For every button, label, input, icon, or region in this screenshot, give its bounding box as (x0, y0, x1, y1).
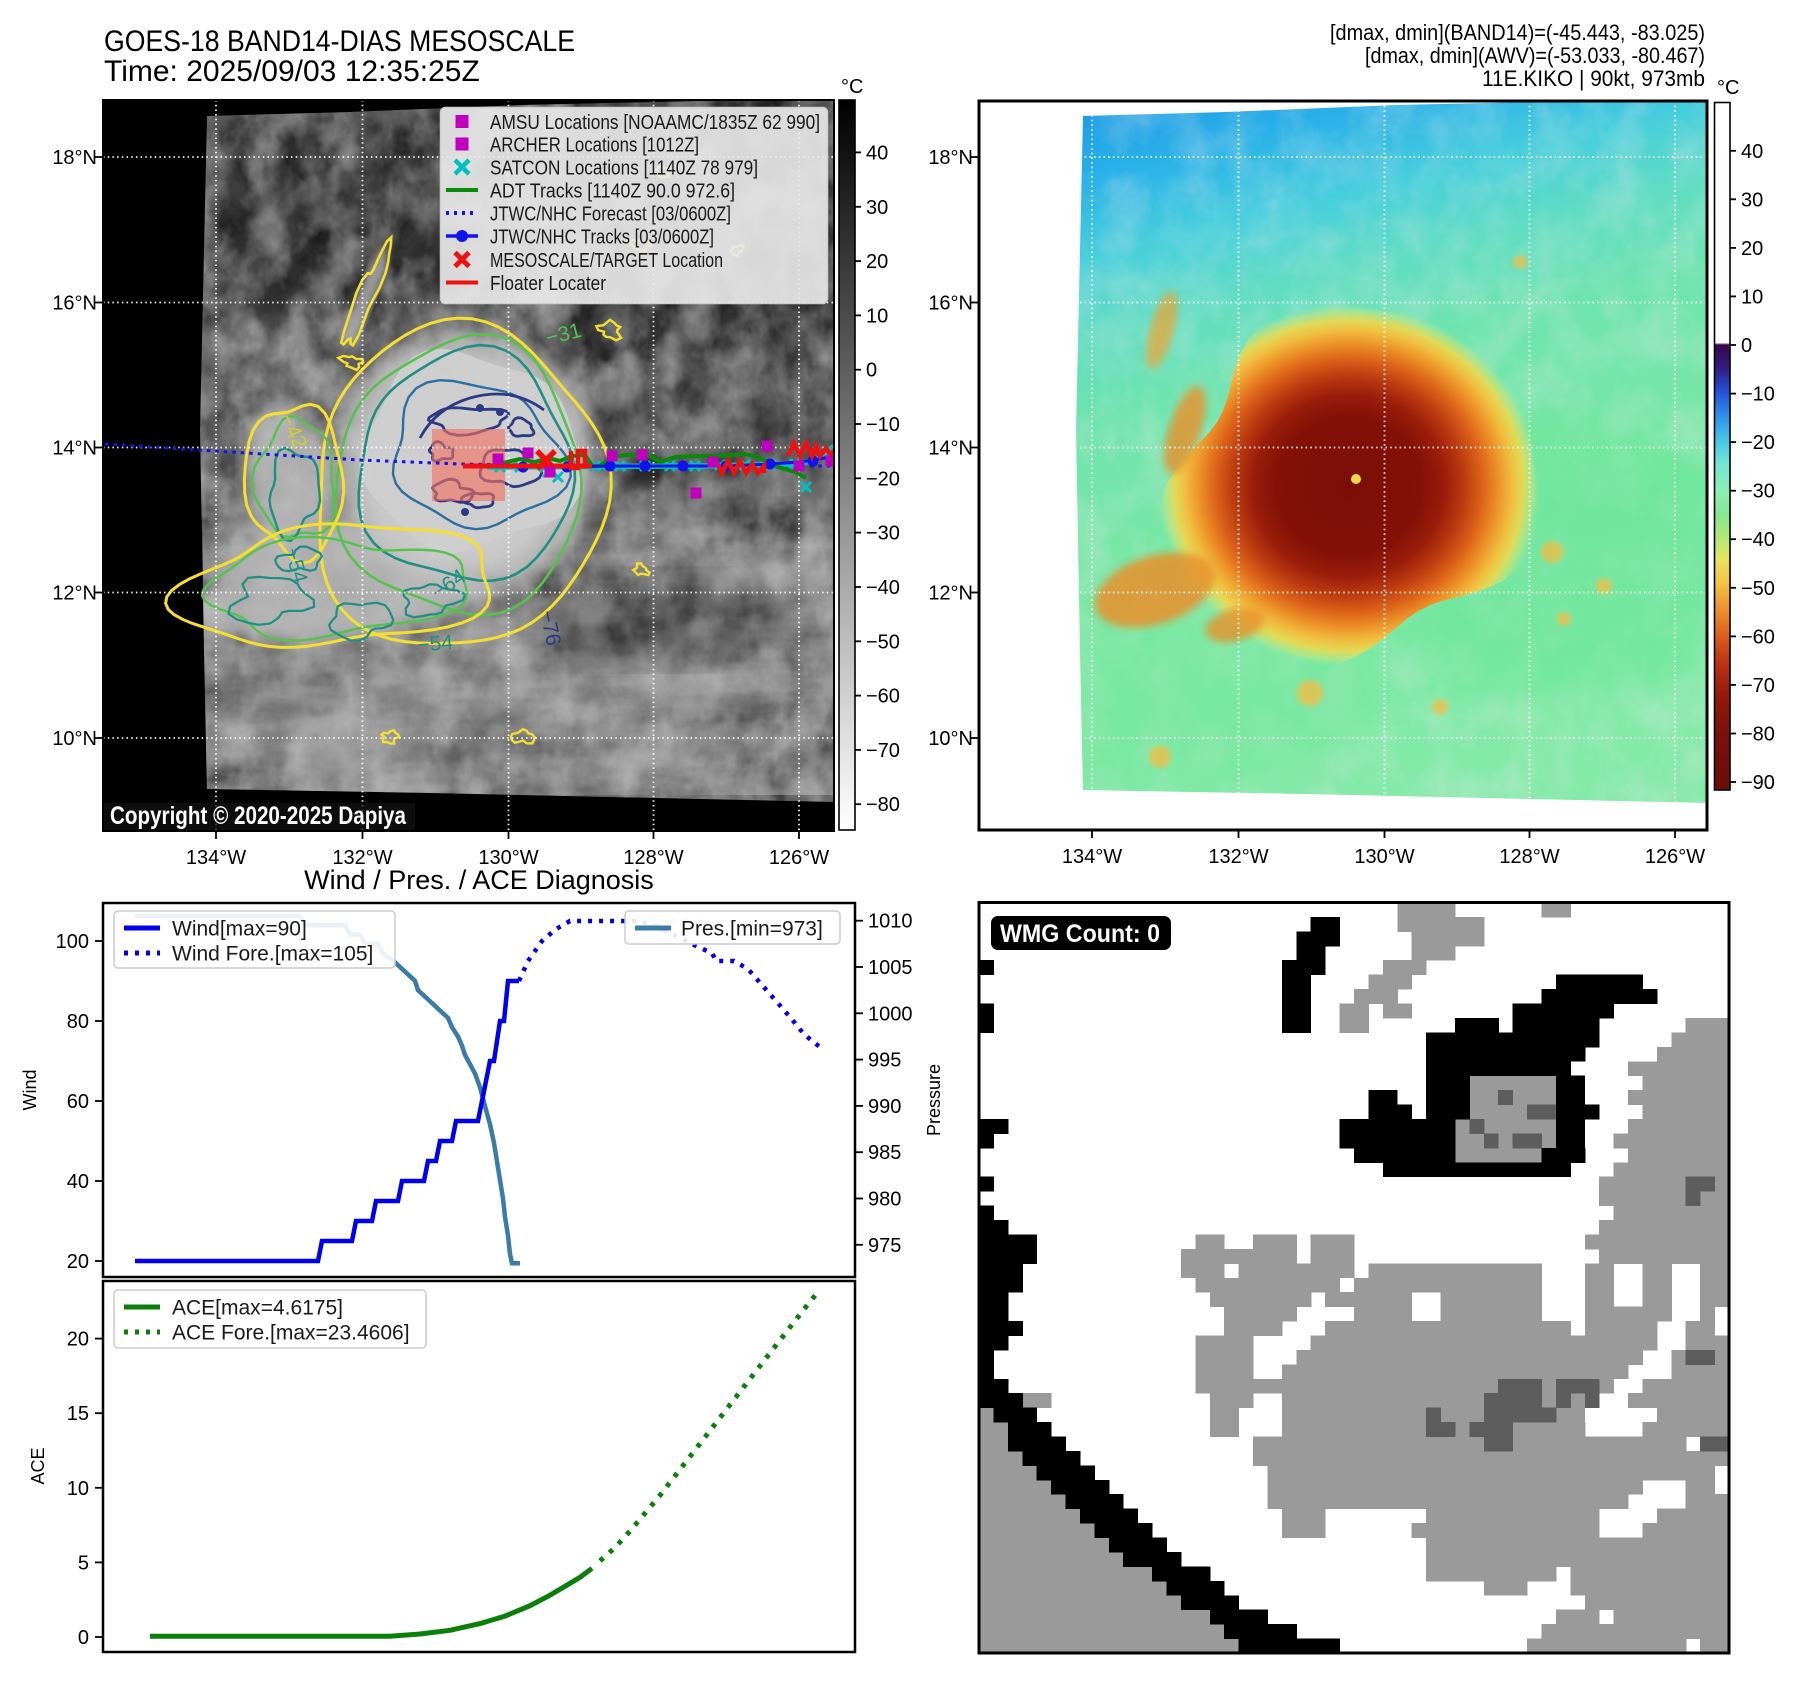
svg-text:132°W: 132°W (332, 847, 392, 869)
svg-text:30: 30 (866, 197, 888, 219)
svg-text:128°W: 128°W (623, 847, 683, 869)
svg-text:130°W: 130°W (1354, 846, 1414, 868)
svg-text:126°W: 126°W (1645, 846, 1705, 868)
svg-text:Wind[max=90]: Wind[max=90] (172, 918, 307, 941)
svg-text:134°W: 134°W (1062, 846, 1122, 868)
svg-text:−60: −60 (866, 686, 900, 708)
svg-text:ACE Fore.[max=23.4606]: ACE Fore.[max=23.4606] (172, 1322, 410, 1345)
svg-text:12°N: 12°N (52, 583, 97, 605)
svg-text:126°W: 126°W (769, 847, 829, 869)
svg-text:980: 980 (868, 1189, 901, 1211)
svg-text:10°N: 10°N (52, 728, 97, 750)
svg-text:−80: −80 (866, 794, 900, 816)
svg-text:−54: −54 (416, 631, 454, 657)
svg-text:30: 30 (1741, 189, 1763, 211)
svg-text:−30: −30 (866, 523, 900, 545)
svg-text:14°N: 14°N (928, 438, 973, 460)
svg-text:10: 10 (67, 1478, 89, 1500)
svg-text:985: 985 (868, 1142, 901, 1164)
svg-text:995: 995 (868, 1050, 901, 1072)
svg-text:0: 0 (1741, 335, 1752, 357)
svg-text:−40: −40 (1741, 529, 1775, 551)
svg-text:−70: −70 (1741, 675, 1775, 697)
svg-text:Wind / Pres. / ACE Diagnosis: Wind / Pres. / ACE Diagnosis (304, 865, 654, 895)
svg-text:134°W: 134°W (186, 847, 246, 869)
svg-text:WMG Count: 0: WMG Count: 0 (1000, 920, 1160, 948)
svg-text:−60: −60 (1741, 626, 1775, 648)
svg-text:0: 0 (78, 1627, 89, 1649)
svg-text:1000: 1000 (868, 1003, 913, 1025)
svg-text:60: 60 (67, 1091, 89, 1113)
svg-text:10: 10 (1741, 286, 1763, 308)
svg-text:10°N: 10°N (928, 728, 973, 750)
svg-text:Wind: Wind (20, 1069, 40, 1110)
svg-text:°C: °C (1717, 77, 1739, 99)
svg-text:80: 80 (67, 1011, 89, 1033)
svg-text:16°N: 16°N (928, 293, 973, 315)
svg-text:40: 40 (1741, 141, 1763, 163)
svg-text:990: 990 (868, 1096, 901, 1118)
svg-text:[dmax, dmin](BAND14)=(-45.443,: [dmax, dmin](BAND14)=(-45.443, -83.025) (1330, 20, 1705, 45)
svg-text:−50: −50 (1741, 578, 1775, 600)
svg-text:11E.KIKO | 90kt, 973mb: 11E.KIKO | 90kt, 973mb (1482, 66, 1705, 91)
svg-text:Pressure: Pressure (924, 1064, 944, 1136)
svg-text:−80: −80 (1741, 724, 1775, 746)
svg-text:−10: −10 (866, 414, 900, 436)
svg-text:16°N: 16°N (52, 293, 97, 315)
svg-text:[dmax, dmin](AWV)=(-53.033, -8: [dmax, dmin](AWV)=(-53.033, -80.467) (1365, 43, 1705, 68)
svg-text:AMSU Locations [NOAAMC/1835Z 6: AMSU Locations [NOAAMC/1835Z 62 990] (490, 112, 820, 134)
svg-text:−20: −20 (1741, 432, 1775, 454)
svg-text:−10: −10 (1741, 384, 1775, 406)
svg-text:15: 15 (67, 1403, 89, 1425)
svg-text:12°N: 12°N (928, 583, 973, 605)
svg-text:JTWC/NHC Forecast [03/0600Z]: JTWC/NHC Forecast [03/0600Z] (490, 204, 731, 226)
svg-text:18°N: 18°N (52, 147, 97, 169)
svg-text:5: 5 (78, 1552, 89, 1574)
svg-text:0: 0 (866, 360, 877, 382)
svg-text:SATCON Locations [1140Z 78 979: SATCON Locations [1140Z 78 979] (490, 158, 758, 180)
svg-text:20: 20 (866, 251, 888, 273)
svg-text:18°N: 18°N (928, 147, 973, 169)
svg-text:−30: −30 (1741, 481, 1775, 503)
svg-text:−20: −20 (866, 468, 900, 490)
svg-text:20: 20 (1741, 238, 1763, 260)
svg-text:1005: 1005 (868, 957, 913, 979)
svg-text:−50: −50 (866, 631, 900, 653)
svg-text:MESOSCALE/TARGET Location: MESOSCALE/TARGET Location (490, 250, 723, 272)
svg-text:40: 40 (67, 1171, 89, 1193)
svg-text:−90: −90 (1741, 772, 1775, 794)
svg-text:Wind Fore.[max=105]: Wind Fore.[max=105] (172, 943, 373, 966)
svg-text:−70: −70 (866, 740, 900, 762)
svg-text:ACE: ACE (28, 1447, 48, 1484)
svg-text:JTWC/NHC Tracks [03/0600Z]: JTWC/NHC Tracks [03/0600Z] (490, 227, 714, 249)
svg-text:GOES-18 BAND14-DIAS MESOSCALE: GOES-18 BAND14-DIAS MESOSCALE (104, 25, 575, 58)
svg-text:ADT Tracks [1140Z 90.0 972.6]: ADT Tracks [1140Z 90.0 972.6] (490, 181, 735, 203)
svg-text:Copyright © 2020-2025 Dapiya: Copyright © 2020-2025 Dapiya (110, 802, 407, 830)
svg-text:Pres.[min=973]: Pres.[min=973] (681, 918, 823, 941)
svg-text:Floater Locater: Floater Locater (490, 273, 606, 295)
svg-text:10: 10 (866, 305, 888, 327)
svg-text:°C: °C (841, 76, 863, 98)
svg-text:100: 100 (56, 931, 89, 953)
svg-text:975: 975 (868, 1235, 901, 1257)
svg-text:1010: 1010 (868, 911, 913, 933)
svg-text:ACE[max=4.6175]: ACE[max=4.6175] (172, 1297, 343, 1320)
svg-text:130°W: 130°W (478, 847, 538, 869)
svg-text:Time: 2025/09/03 12:35:25Z: Time: 2025/09/03 12:35:25Z (104, 55, 480, 88)
svg-text:14°N: 14°N (52, 438, 97, 460)
svg-text:132°W: 132°W (1208, 846, 1268, 868)
svg-text:40: 40 (866, 142, 888, 164)
svg-text:ARCHER Locations [1012Z]: ARCHER Locations [1012Z] (490, 135, 699, 157)
svg-text:128°W: 128°W (1499, 846, 1559, 868)
svg-text:20: 20 (67, 1329, 89, 1351)
svg-text:20: 20 (67, 1251, 89, 1273)
svg-text:−40: −40 (866, 577, 900, 599)
